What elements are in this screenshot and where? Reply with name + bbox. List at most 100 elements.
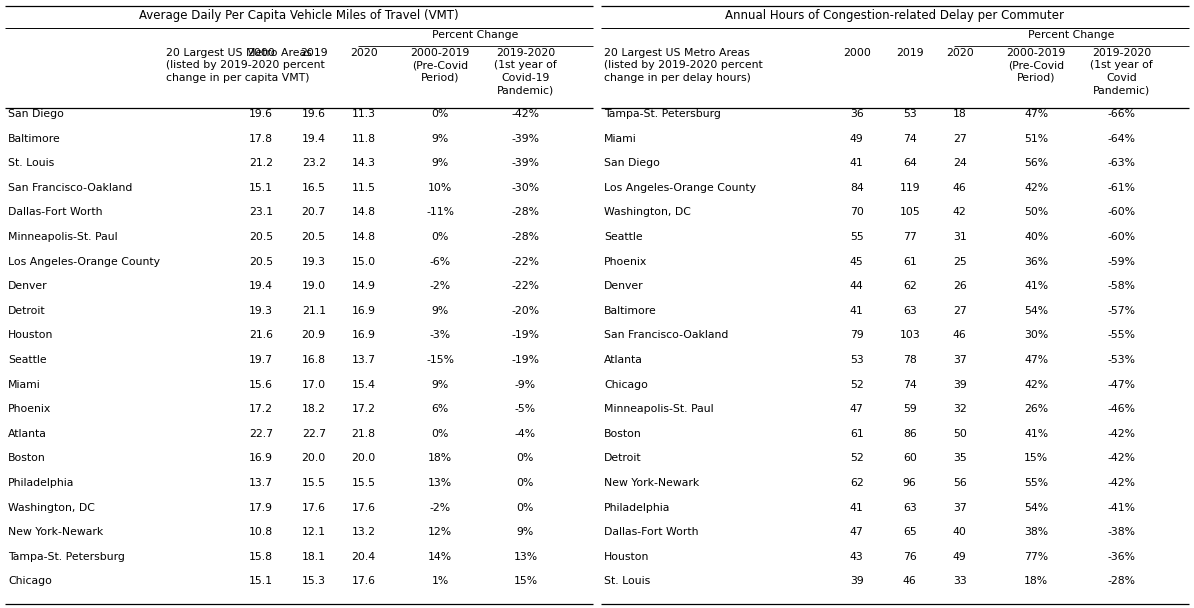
Text: 17.8: 17.8	[248, 134, 272, 143]
Text: 39: 39	[850, 576, 863, 586]
Text: 37: 37	[953, 355, 967, 365]
Text: St. Louis: St. Louis	[8, 158, 54, 168]
Text: 0%: 0%	[517, 454, 534, 463]
Text: 26: 26	[953, 281, 967, 291]
Text: -42%: -42%	[1107, 429, 1135, 439]
Text: Dallas-Fort Worth: Dallas-Fort Worth	[604, 527, 698, 537]
Text: 53: 53	[903, 109, 917, 119]
Text: 56: 56	[953, 478, 967, 488]
Text: 17.6: 17.6	[352, 503, 376, 513]
Text: 62: 62	[850, 478, 863, 488]
Text: 16.8: 16.8	[302, 355, 326, 365]
Text: 51%: 51%	[1024, 134, 1048, 143]
Text: 77: 77	[903, 232, 917, 242]
Text: 10%: 10%	[427, 183, 453, 193]
Text: 15.1: 15.1	[248, 576, 272, 586]
Text: Minneapolis-St. Paul: Minneapolis-St. Paul	[8, 232, 118, 242]
Text: Miami: Miami	[8, 379, 41, 390]
Text: -9%: -9%	[515, 379, 536, 390]
Text: 21.1: 21.1	[302, 306, 326, 316]
Text: 0%: 0%	[517, 503, 534, 513]
Text: Tampa-St. Petersburg: Tampa-St. Petersburg	[8, 552, 125, 562]
Text: -2%: -2%	[430, 503, 450, 513]
Text: 17.0: 17.0	[302, 379, 326, 390]
Text: 64: 64	[903, 158, 917, 168]
Text: Los Angeles-Orange County: Los Angeles-Orange County	[8, 257, 160, 266]
Text: 52: 52	[850, 379, 863, 390]
Text: 16.9: 16.9	[352, 330, 376, 340]
Text: -36%: -36%	[1107, 552, 1135, 562]
Text: Philadelphia: Philadelphia	[604, 503, 670, 513]
Text: Denver: Denver	[8, 281, 48, 291]
Text: 13%: 13%	[429, 478, 453, 488]
Text: 9%: 9%	[517, 527, 534, 537]
Text: 45: 45	[850, 257, 863, 266]
Text: Houston: Houston	[604, 552, 650, 562]
Text: Average Daily Per Capita Vehicle Miles of Travel (VMT): Average Daily Per Capita Vehicle Miles o…	[140, 9, 458, 22]
Text: 18.2: 18.2	[302, 404, 326, 414]
Text: -61%: -61%	[1107, 183, 1135, 193]
Text: Annual Hours of Congestion-related Delay per Commuter: Annual Hours of Congestion-related Delay…	[726, 9, 1065, 22]
Text: 19.7: 19.7	[248, 355, 272, 365]
Text: 15.5: 15.5	[352, 478, 376, 488]
Text: 18.1: 18.1	[302, 552, 326, 562]
Text: 38%: 38%	[1024, 527, 1048, 537]
Text: 15.6: 15.6	[248, 379, 272, 390]
Text: Chicago: Chicago	[604, 379, 648, 390]
Text: 76: 76	[903, 552, 917, 562]
Text: Seattle: Seattle	[604, 232, 642, 242]
Text: 2000: 2000	[247, 48, 275, 58]
Text: Phoenix: Phoenix	[8, 404, 51, 414]
Text: 46: 46	[953, 183, 967, 193]
Text: -5%: -5%	[515, 404, 536, 414]
Text: 52: 52	[850, 454, 863, 463]
Text: 14.9: 14.9	[352, 281, 376, 291]
Text: 55: 55	[850, 232, 863, 242]
Text: 15%: 15%	[1024, 454, 1048, 463]
Text: -41%: -41%	[1107, 503, 1135, 513]
Text: -57%: -57%	[1107, 306, 1135, 316]
Text: 15.1: 15.1	[248, 183, 272, 193]
Text: San Francisco-Oakland: San Francisco-Oakland	[604, 330, 728, 340]
Text: 12%: 12%	[429, 527, 453, 537]
Text: 10.8: 10.8	[248, 527, 273, 537]
Text: 19.3: 19.3	[302, 257, 326, 266]
Text: 15.8: 15.8	[248, 552, 272, 562]
Text: 24: 24	[953, 158, 967, 168]
Text: 36: 36	[850, 109, 863, 119]
Text: 46: 46	[953, 330, 967, 340]
Text: 15.3: 15.3	[302, 576, 326, 586]
Text: 70: 70	[850, 207, 863, 218]
Text: Minneapolis-St. Paul: Minneapolis-St. Paul	[604, 404, 714, 414]
Text: 21.6: 21.6	[248, 330, 272, 340]
Text: Los Angeles-Orange County: Los Angeles-Orange County	[604, 183, 756, 193]
Text: 55%: 55%	[1024, 478, 1048, 488]
Text: 78: 78	[903, 355, 917, 365]
Text: 16.9: 16.9	[352, 306, 376, 316]
Text: 21.2: 21.2	[248, 158, 272, 168]
Text: -22%: -22%	[511, 257, 540, 266]
Text: 49: 49	[953, 552, 967, 562]
Text: 9%: 9%	[431, 379, 449, 390]
Text: New York-Newark: New York-Newark	[604, 478, 700, 488]
Text: Dallas-Fort Worth: Dallas-Fort Worth	[8, 207, 103, 218]
Text: Houston: Houston	[8, 330, 54, 340]
Text: St. Louis: St. Louis	[604, 576, 651, 586]
Text: 42%: 42%	[1024, 379, 1048, 390]
Text: 9%: 9%	[431, 134, 449, 143]
Text: 41: 41	[850, 306, 863, 316]
Text: 2019-2020
(1st year of
Covid-19
Pandemic): 2019-2020 (1st year of Covid-19 Pandemic…	[494, 48, 556, 95]
Text: 20.4: 20.4	[351, 552, 376, 562]
Text: 44: 44	[850, 281, 863, 291]
Text: -60%: -60%	[1107, 207, 1135, 218]
Text: 60: 60	[903, 454, 917, 463]
Text: 17.9: 17.9	[248, 503, 272, 513]
Text: -2%: -2%	[430, 281, 450, 291]
Text: Washington, DC: Washington, DC	[8, 503, 94, 513]
Text: 22.7: 22.7	[302, 429, 326, 439]
Text: -63%: -63%	[1107, 158, 1135, 168]
Text: 40%: 40%	[1024, 232, 1048, 242]
Text: 32: 32	[953, 404, 967, 414]
Text: -15%: -15%	[426, 355, 454, 365]
Text: 77%: 77%	[1024, 552, 1048, 562]
